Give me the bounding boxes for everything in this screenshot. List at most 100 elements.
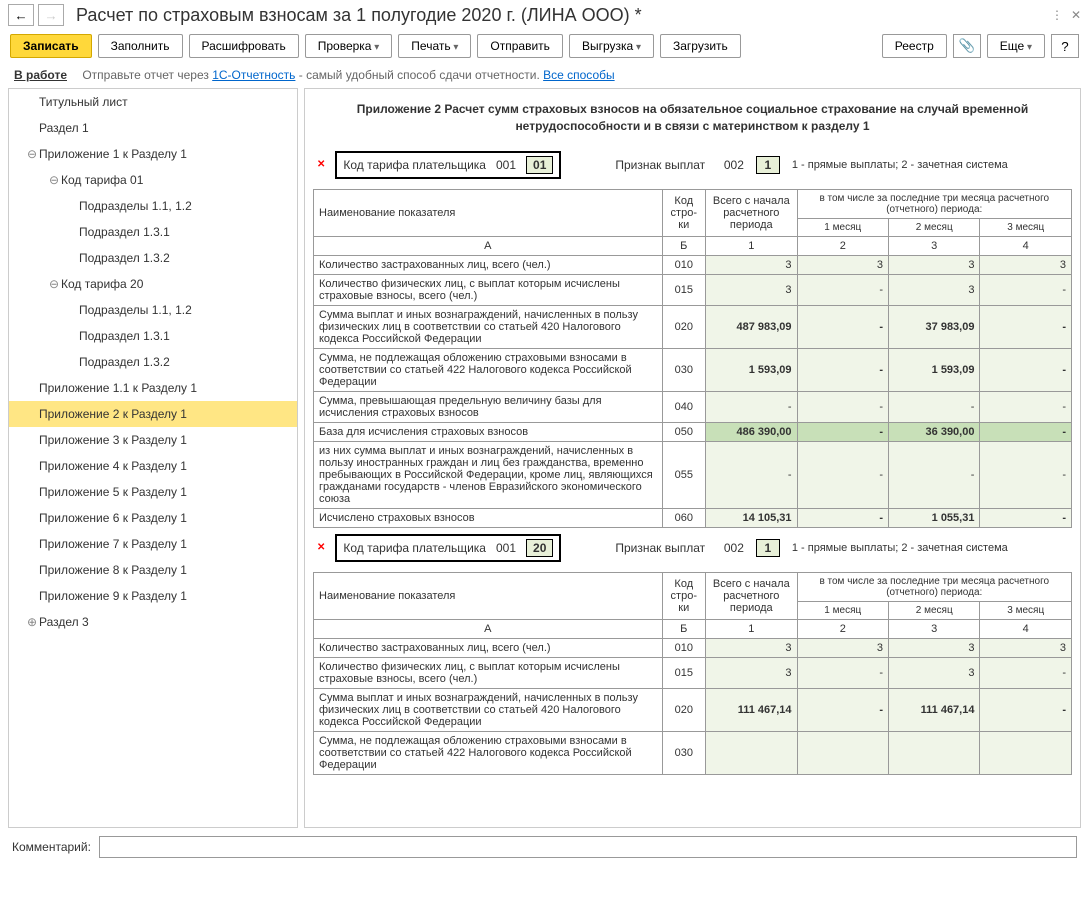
cell-value[interactable]: - bbox=[706, 391, 797, 422]
tree-item[interactable]: Подраздел 1.3.2 bbox=[9, 349, 297, 375]
cell-value[interactable]: 3 bbox=[889, 657, 980, 688]
back-button[interactable]: ← bbox=[8, 4, 34, 26]
export-button[interactable]: Выгрузка bbox=[569, 34, 654, 58]
expand-icon[interactable]: ⊕ bbox=[27, 615, 39, 629]
comment-input[interactable] bbox=[99, 836, 1077, 858]
status-label[interactable]: В работе bbox=[14, 68, 67, 82]
registry-button[interactable]: Реестр bbox=[882, 34, 947, 58]
cell-value[interactable]: - bbox=[706, 441, 797, 508]
tree-item[interactable]: Приложение 7 к Разделу 1 bbox=[9, 531, 297, 557]
tree-item[interactable]: ⊖Код тарифа 01 bbox=[9, 167, 297, 193]
tree-item[interactable]: Приложение 4 к Разделу 1 bbox=[9, 453, 297, 479]
tree-item[interactable]: Приложение 1.1 к Разделу 1 bbox=[9, 375, 297, 401]
cell-value[interactable]: 3 bbox=[980, 638, 1072, 657]
cell-value[interactable]: 1 055,31 bbox=[889, 508, 980, 527]
cell-value[interactable]: - bbox=[797, 657, 888, 688]
cell-value[interactable]: - bbox=[797, 441, 888, 508]
tree-item[interactable]: Подразделы 1.1, 1.2 bbox=[9, 193, 297, 219]
tree-item[interactable]: Приложение 2 к Разделу 1 bbox=[9, 401, 297, 427]
cell-value[interactable]: 37 983,09 bbox=[889, 305, 980, 348]
cell-value[interactable]: - bbox=[889, 391, 980, 422]
tariff-code[interactable]: 20 bbox=[526, 539, 553, 557]
cell-value[interactable]: 111 467,14 bbox=[889, 688, 980, 731]
cell-value[interactable]: - bbox=[797, 508, 888, 527]
cell-value[interactable]: - bbox=[797, 391, 888, 422]
link-1c[interactable]: 1С-Отчетность bbox=[212, 68, 295, 82]
cell-value[interactable]: - bbox=[980, 391, 1072, 422]
check-button[interactable]: Проверка bbox=[305, 34, 393, 58]
cell-value[interactable] bbox=[706, 731, 797, 774]
load-button[interactable]: Загрузить bbox=[660, 34, 741, 58]
tree-item[interactable]: Подразделы 1.1, 1.2 bbox=[9, 297, 297, 323]
cell-value[interactable]: 3 bbox=[706, 274, 797, 305]
cell-value[interactable]: 3 bbox=[889, 274, 980, 305]
tree-item[interactable]: Подраздел 1.3.1 bbox=[9, 323, 297, 349]
tree-item[interactable]: ⊕Раздел 3 bbox=[9, 609, 297, 635]
print-button[interactable]: Печать bbox=[398, 34, 471, 58]
fill-button[interactable]: Заполнить bbox=[98, 34, 183, 58]
delete-icon[interactable]: ✕ bbox=[317, 159, 325, 170]
cell-value[interactable]: 1 593,09 bbox=[889, 348, 980, 391]
cell-value[interactable]: 111 467,14 bbox=[706, 688, 797, 731]
tree-item[interactable]: Раздел 1 bbox=[9, 115, 297, 141]
tree-item[interactable]: Приложение 3 к Разделу 1 bbox=[9, 427, 297, 453]
tree-item[interactable]: Титульный лист bbox=[9, 89, 297, 115]
tree-item[interactable]: Подраздел 1.3.1 bbox=[9, 219, 297, 245]
cell-value[interactable]: - bbox=[980, 274, 1072, 305]
cell-value[interactable]: 14 105,31 bbox=[706, 508, 797, 527]
help-icon[interactable]: ? bbox=[1051, 34, 1079, 58]
save-button[interactable]: Записать bbox=[10, 34, 92, 58]
delete-icon[interactable]: ✕ bbox=[317, 542, 325, 553]
cell-value[interactable]: - bbox=[980, 441, 1072, 508]
tree-item[interactable]: Приложение 5 к Разделу 1 bbox=[9, 479, 297, 505]
cell-value[interactable] bbox=[889, 731, 980, 774]
cell-value[interactable]: 3 bbox=[706, 638, 797, 657]
cell-value[interactable]: 1 593,09 bbox=[706, 348, 797, 391]
tree-item[interactable]: Приложение 9 к Разделу 1 bbox=[9, 583, 297, 609]
link-all[interactable]: Все способы bbox=[543, 68, 615, 82]
cell-value[interactable]: - bbox=[980, 305, 1072, 348]
decode-button[interactable]: Расшифровать bbox=[189, 34, 299, 58]
tree-item[interactable]: Приложение 6 к Разделу 1 bbox=[9, 505, 297, 531]
cell-value[interactable]: 3 bbox=[706, 657, 797, 688]
sign-code[interactable]: 1 bbox=[756, 539, 780, 557]
cell-value[interactable]: - bbox=[797, 305, 888, 348]
attach-icon[interactable]: 📎 bbox=[953, 34, 981, 58]
sign-code[interactable]: 1 bbox=[756, 156, 780, 174]
cell-code: 050 bbox=[662, 422, 706, 441]
cell-value[interactable]: - bbox=[980, 657, 1072, 688]
cell-value[interactable]: 486 390,00 bbox=[706, 422, 797, 441]
tree-item[interactable]: Приложение 8 к Разделу 1 bbox=[9, 557, 297, 583]
forward-button[interactable]: → bbox=[38, 4, 64, 26]
cell-value[interactable]: - bbox=[980, 422, 1072, 441]
cell-value[interactable]: 3 bbox=[889, 638, 980, 657]
cell-value[interactable] bbox=[980, 731, 1072, 774]
more-button[interactable]: Еще bbox=[987, 34, 1045, 58]
cell-value[interactable]: - bbox=[980, 508, 1072, 527]
tree-item[interactable]: ⊖Код тарифа 20 bbox=[9, 271, 297, 297]
cell-value[interactable]: 3 bbox=[797, 638, 888, 657]
cell-value[interactable]: 3 bbox=[980, 255, 1072, 274]
cell-value[interactable]: 3 bbox=[706, 255, 797, 274]
cell-value[interactable]: 36 390,00 bbox=[889, 422, 980, 441]
cell-value[interactable]: 487 983,09 bbox=[706, 305, 797, 348]
send-button[interactable]: Отправить bbox=[477, 34, 563, 58]
tree-item[interactable]: ⊖Приложение 1 к Разделу 1 bbox=[9, 141, 297, 167]
cell-value[interactable]: - bbox=[980, 688, 1072, 731]
tariff-code[interactable]: 01 bbox=[526, 156, 553, 174]
expand-icon[interactable]: ⊖ bbox=[49, 173, 61, 187]
expand-icon[interactable]: ⊖ bbox=[27, 147, 39, 161]
cell-value[interactable] bbox=[797, 731, 888, 774]
cell-value[interactable]: - bbox=[797, 422, 888, 441]
cell-value[interactable]: - bbox=[889, 441, 980, 508]
cell-value[interactable]: - bbox=[797, 348, 888, 391]
menu-icon[interactable]: ⋮ bbox=[1051, 8, 1063, 22]
cell-value[interactable]: - bbox=[797, 688, 888, 731]
cell-value[interactable]: - bbox=[797, 274, 888, 305]
cell-value[interactable]: 3 bbox=[797, 255, 888, 274]
expand-icon[interactable]: ⊖ bbox=[49, 277, 61, 291]
tree-item[interactable]: Подраздел 1.3.2 bbox=[9, 245, 297, 271]
close-icon[interactable]: ✕ bbox=[1071, 8, 1081, 22]
cell-value[interactable]: 3 bbox=[889, 255, 980, 274]
cell-value[interactable]: - bbox=[980, 348, 1072, 391]
